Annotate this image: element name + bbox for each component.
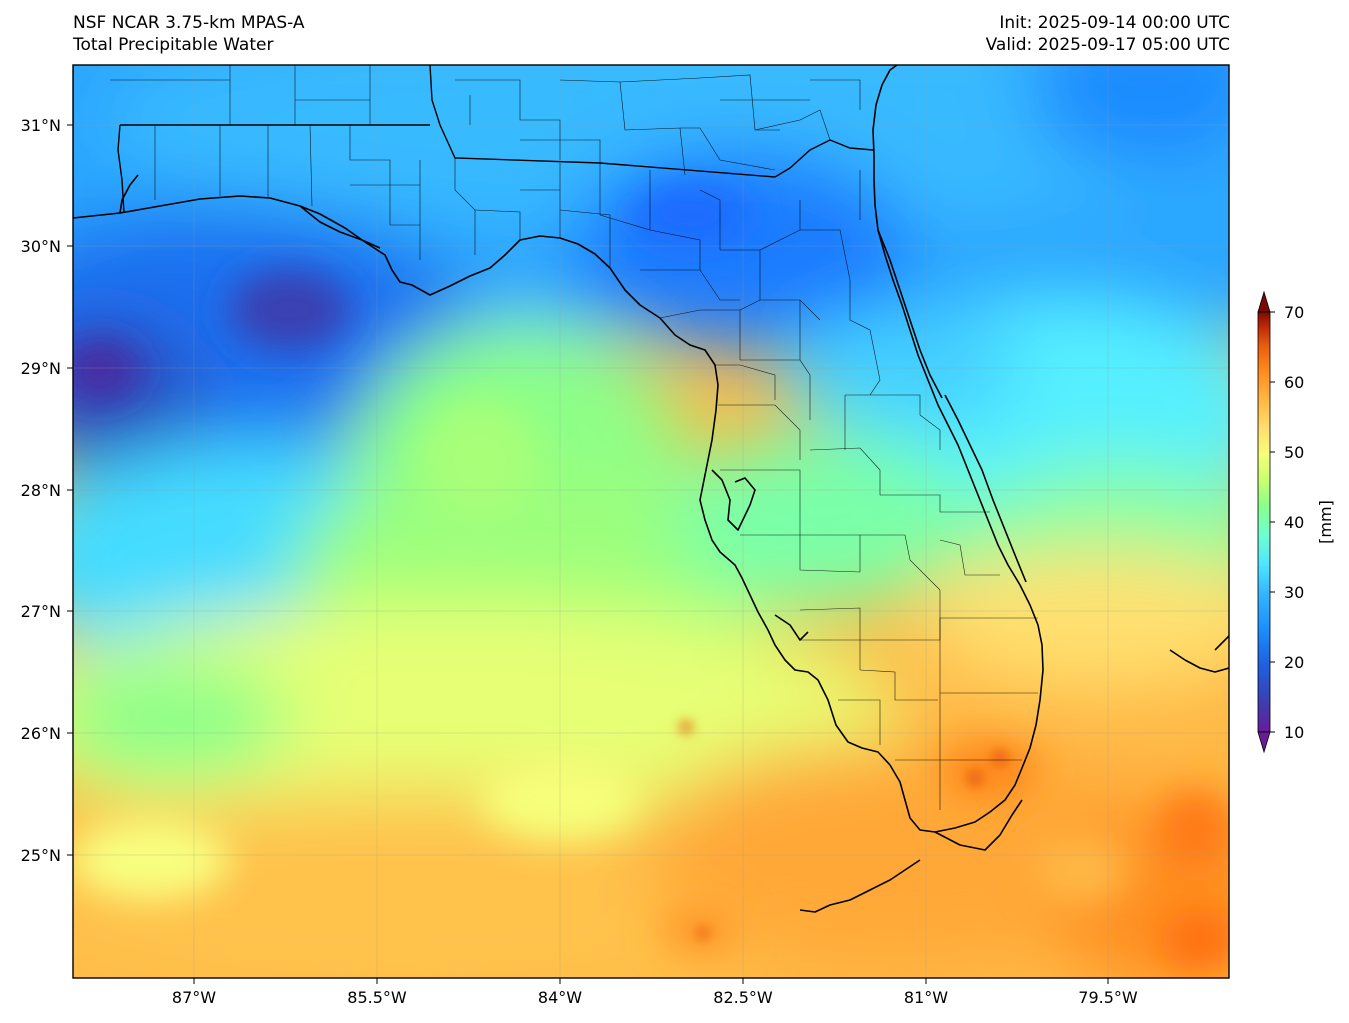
title-block-left: NSF NCAR 3.75-km MPAS-A Total Precipitab… <box>73 12 305 56</box>
longitude-labels: 87°W 85.5°W 84°W 82.5°W 81°W 79.5°W <box>172 988 1138 1007</box>
title-block-right: Init: 2025-09-14 00:00 UTC Valid: 2025-0… <box>986 12 1230 56</box>
lon-label-84: 84°W <box>538 988 582 1007</box>
colorbar-ticks <box>1270 311 1275 733</box>
coastline <box>73 65 1229 913</box>
latitude-labels: 31°N 30°N 29°N 28°N 27°N 26°N 25°N <box>21 116 61 865</box>
lon-label-85-5: 85.5°W <box>347 988 407 1007</box>
map-frame <box>72 64 1230 979</box>
colorbar: 70 60 50 40 30 20 10 [mm] <box>1257 290 1335 754</box>
lon-label-82-5: 82.5°W <box>713 988 773 1007</box>
lat-label-30: 30°N <box>21 237 61 256</box>
field-title: Total Precipitable Water <box>73 35 274 55</box>
lat-label-25: 25°N <box>21 846 61 865</box>
lon-label-79-5: 79.5°W <box>1078 988 1138 1007</box>
lon-label-81: 81°W <box>904 988 948 1007</box>
colorbar-tick-label: 20 <box>1284 653 1304 672</box>
lon-label-87: 87°W <box>172 988 216 1007</box>
lat-label-29: 29°N <box>21 359 61 378</box>
colorbar-max-extend <box>1257 290 1271 313</box>
colorbar-ramp <box>1257 311 1271 733</box>
lat-label-27: 27°N <box>21 602 61 621</box>
model-title: NSF NCAR 3.75-km MPAS-A <box>73 13 305 33</box>
graticule <box>73 65 1229 978</box>
colorbar-tick-label: 70 <box>1284 303 1304 322</box>
valid-time: Valid: 2025-09-17 05:00 UTC <box>985 35 1230 55</box>
colorbar-units: [mm] <box>1316 500 1335 544</box>
colorbar-tick-labels: 70 60 50 40 30 20 10 <box>1284 303 1304 742</box>
state-borders <box>73 65 874 218</box>
colorbar-min-extend <box>1257 731 1271 754</box>
county-borders <box>110 65 1038 810</box>
colorbar-tick-label: 40 <box>1284 513 1304 532</box>
lat-label-28: 28°N <box>21 481 61 500</box>
lat-label-31: 31°N <box>21 116 61 135</box>
colorbar-tick-label: 60 <box>1284 373 1304 392</box>
axis-ticks <box>67 124 1109 984</box>
lat-label-26: 26°N <box>21 724 61 743</box>
init-time: Init: 2025-09-14 00:00 UTC <box>999 13 1230 33</box>
colorbar-tick-label: 10 <box>1284 723 1304 742</box>
colorbar-tick-label: 50 <box>1284 443 1304 462</box>
colorbar-tick-label: 30 <box>1284 583 1304 602</box>
